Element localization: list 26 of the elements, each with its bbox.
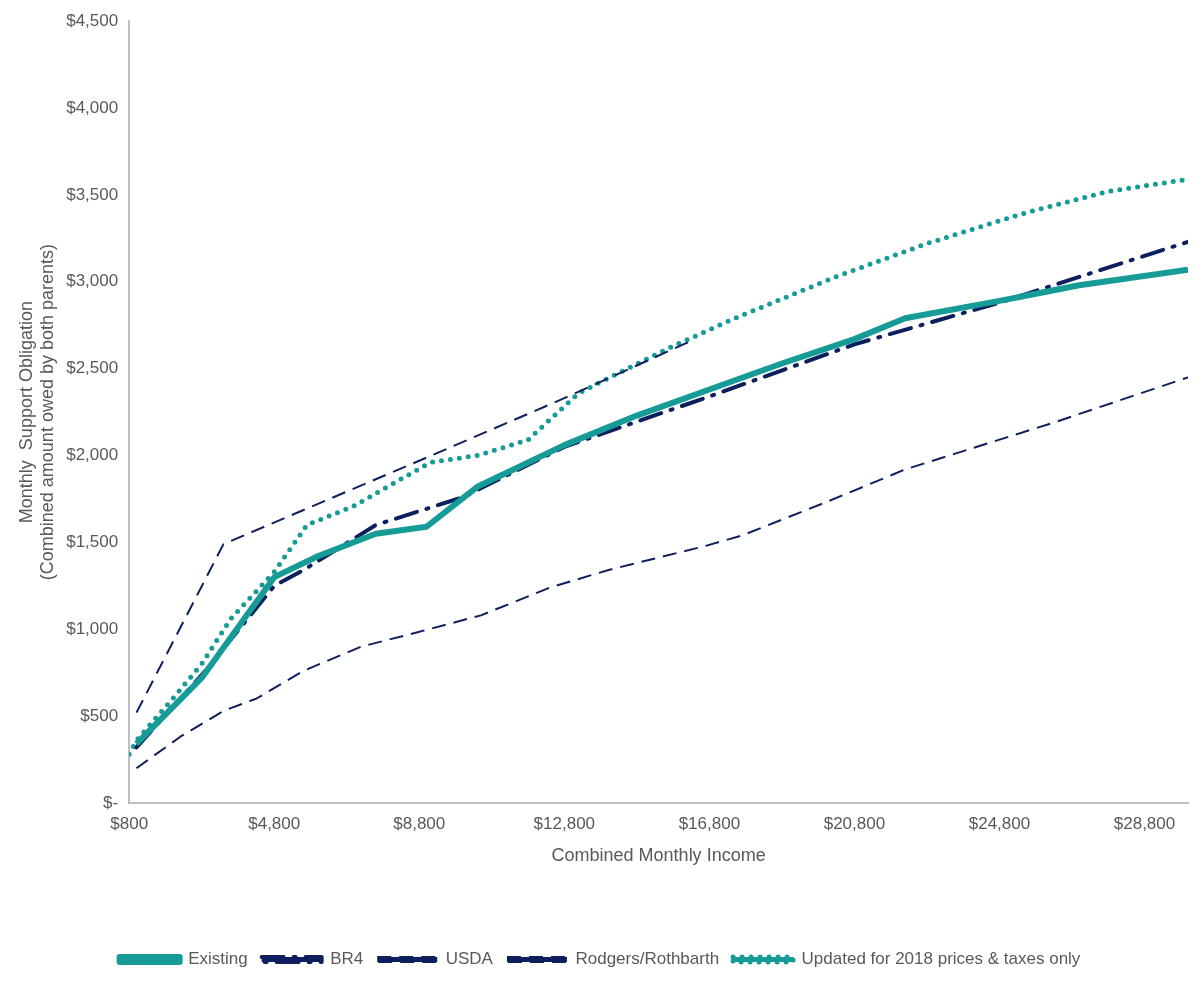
y-tick-label: $2,000 xyxy=(66,445,119,465)
x-tick-label: $12,800 xyxy=(533,813,596,833)
x-axis-title: Combined Monthly Income xyxy=(551,845,766,866)
y-tick-label: $- xyxy=(103,792,119,812)
y-tick-label: $500 xyxy=(80,705,119,725)
x-tick-label: $8,800 xyxy=(393,813,446,833)
x-tick-label: $800 xyxy=(110,813,149,833)
legend-label: USDA xyxy=(445,949,494,969)
legend-label: BR4 xyxy=(330,949,364,969)
line-series xyxy=(135,376,1188,770)
y-axis-title: Monthly Support Obligation (Combined amount owed by both parents) xyxy=(15,244,58,581)
x-tick-label: $20,800 xyxy=(823,813,886,833)
y-tick-label: $2,500 xyxy=(66,358,119,378)
legend-label: Updated for 2018 prices & taxes only xyxy=(801,949,1081,969)
y-tick-label: $3,500 xyxy=(66,184,119,204)
legend-label: Rodgers/Rothbarth xyxy=(575,949,720,969)
y-tick-label: $3,000 xyxy=(66,271,119,291)
y-tick-label: $4,500 xyxy=(66,10,119,30)
y-tick-label: $1,500 xyxy=(66,532,119,552)
y-tick-label: $1,000 xyxy=(66,618,119,638)
y-tick-label: $4,000 xyxy=(66,97,119,117)
x-tick-label: $16,800 xyxy=(678,813,741,833)
x-tick-label: $28,800 xyxy=(1113,813,1176,833)
x-tick-label: $4,800 xyxy=(248,813,301,833)
x-tick-label: $24,800 xyxy=(968,813,1031,833)
legend-label: Existing xyxy=(188,949,248,969)
